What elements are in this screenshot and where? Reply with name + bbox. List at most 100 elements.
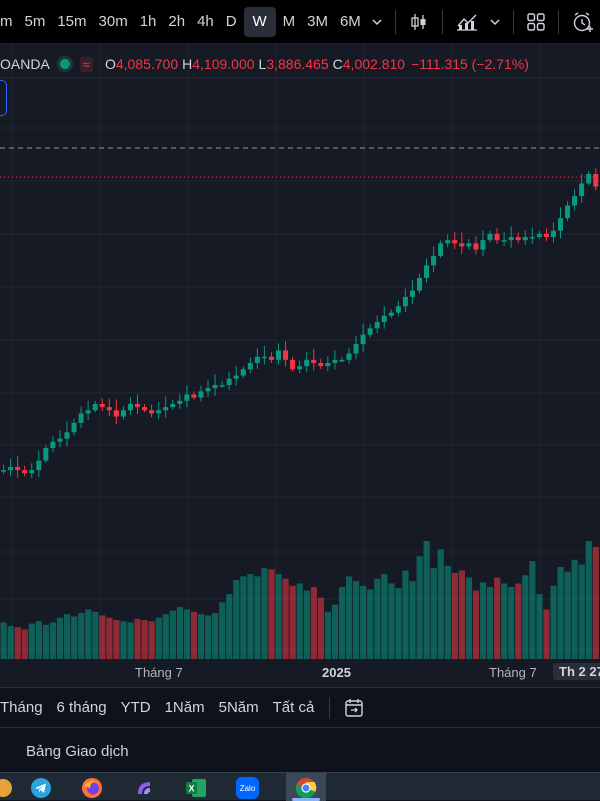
- volume-bar: [416, 556, 423, 659]
- data-problem-icon[interactable]: ≈: [79, 56, 93, 72]
- candle-body: [501, 240, 507, 242]
- timeframe-6m[interactable]: 6M: [339, 13, 361, 30]
- firefox-icon[interactable]: [81, 777, 103, 799]
- volume-bar: [219, 602, 226, 659]
- volume-bar: [402, 570, 409, 659]
- volume-bar: [28, 623, 35, 659]
- candle-body: [522, 237, 528, 241]
- volume-bar: [494, 577, 501, 659]
- volume-bar: [71, 616, 78, 659]
- candle-body: [1, 470, 7, 472]
- candle-body: [466, 243, 472, 247]
- candle-body: [360, 334, 366, 345]
- volume-bar: [148, 621, 155, 659]
- candle-body: [459, 243, 465, 247]
- candle-body: [120, 410, 126, 417]
- candle-body: [402, 296, 408, 307]
- candle-body: [57, 438, 63, 442]
- indicator-legend-toggle[interactable]: [0, 80, 7, 116]
- low-value: 3,886.465: [266, 56, 329, 72]
- candle-body: [572, 196, 578, 206]
- goto-date-icon[interactable]: [343, 693, 365, 723]
- trading-panel-title[interactable]: Bảng Giao dịch: [26, 743, 129, 760]
- time-axis[interactable]: Tháng 7 2025 Tháng 7 Th 2 27: [0, 659, 600, 687]
- range-ytd[interactable]: YTD: [120, 699, 151, 716]
- candle-body: [558, 218, 563, 231]
- crosshair-time-label: Th 2 27: [553, 663, 600, 680]
- volume-bar: [113, 620, 120, 659]
- volume-bar: [508, 587, 515, 659]
- candle-body: [339, 359, 345, 362]
- candle-body: [353, 344, 359, 354]
- symbol-exchange[interactable]: OANDA: [0, 56, 50, 72]
- volume-bar: [395, 588, 402, 659]
- zalo-label: Zalo: [239, 783, 256, 793]
- timeframe-month[interactable]: M: [282, 13, 296, 30]
- candle-body: [135, 403, 140, 408]
- volume-bar: [409, 581, 416, 659]
- candle-body: [191, 394, 197, 398]
- candle-body: [198, 391, 204, 398]
- timeframe-5m[interactable]: 5m: [24, 13, 46, 30]
- range-all[interactable]: Tất cả: [272, 699, 315, 716]
- volume-bar: [451, 572, 458, 659]
- candle-body: [149, 410, 155, 414]
- alarm-add-icon[interactable]: [571, 7, 595, 37]
- zalo-icon[interactable]: Zalo: [236, 777, 259, 799]
- candlestick-chart-icon[interactable]: [408, 7, 430, 37]
- candle-body: [480, 240, 486, 250]
- timeframe-30m[interactable]: 30m: [98, 13, 128, 30]
- high-value: 4,109.000: [192, 56, 255, 72]
- chevron-down-icon[interactable]: [489, 7, 501, 37]
- volume-bar: [296, 583, 303, 659]
- candle-body: [388, 312, 394, 316]
- timeframe-3m[interactable]: 3M: [307, 13, 328, 30]
- candle-body: [543, 233, 549, 237]
- volume-bar: [127, 622, 134, 659]
- timeframe-4h[interactable]: 4h: [197, 13, 214, 30]
- timeframe-2h[interactable]: 2h: [168, 13, 186, 30]
- volume-bar: [430, 568, 437, 659]
- timeframe-15m[interactable]: 15m: [57, 13, 87, 30]
- timeframe-1h[interactable]: 1h: [139, 13, 157, 30]
- volume-bar: [169, 610, 176, 659]
- volume-bar: [543, 609, 550, 659]
- time-axis-label: Tháng 7: [489, 665, 537, 680]
- volume-bar: [134, 618, 141, 659]
- range-6-months[interactable]: 6 tháng: [56, 699, 107, 716]
- indicators-icon[interactable]: [455, 7, 479, 37]
- chrome-icon[interactable]: [295, 777, 317, 799]
- volume-bar: [444, 565, 451, 659]
- excel-icon[interactable]: X: [185, 777, 207, 799]
- timeframe-w[interactable]: W: [243, 6, 276, 37]
- volume-bar: [155, 617, 162, 659]
- candle-body: [127, 403, 133, 411]
- volume-bar: [564, 571, 571, 659]
- volume-bar: [550, 585, 557, 659]
- candle-body: [36, 460, 42, 471]
- volume-bar: [226, 594, 233, 659]
- volume-bar: [162, 614, 169, 659]
- volume-bar: [42, 624, 50, 659]
- telegram-icon[interactable]: [30, 777, 52, 799]
- timeframe-d[interactable]: D: [225, 13, 237, 30]
- app-icon-partial[interactable]: [0, 777, 14, 799]
- timeframe-m[interactable]: m: [0, 13, 13, 30]
- market-status-icon[interactable]: [59, 59, 70, 69]
- chevron-down-icon[interactable]: [371, 7, 383, 37]
- range-month[interactable]: Tháng: [0, 699, 43, 716]
- trading-panel: Bảng Giao dịch: [0, 727, 600, 772]
- layout-grid-icon[interactable]: [526, 7, 546, 37]
- price-chart[interactable]: [0, 44, 600, 659]
- candle-body: [226, 378, 232, 386]
- range-5-years[interactable]: 5Năm: [218, 699, 259, 716]
- open-value: 4,085.700: [115, 56, 179, 72]
- volume-bar: [247, 574, 254, 659]
- volume-bar: [212, 612, 219, 659]
- range-1-year[interactable]: 1Năm: [164, 699, 205, 716]
- candle-body: [445, 240, 451, 244]
- app-launcher-icon[interactable]: [133, 777, 155, 799]
- volume-bar: [233, 579, 240, 659]
- candle-body: [261, 356, 267, 359]
- candle-body: [290, 359, 296, 370]
